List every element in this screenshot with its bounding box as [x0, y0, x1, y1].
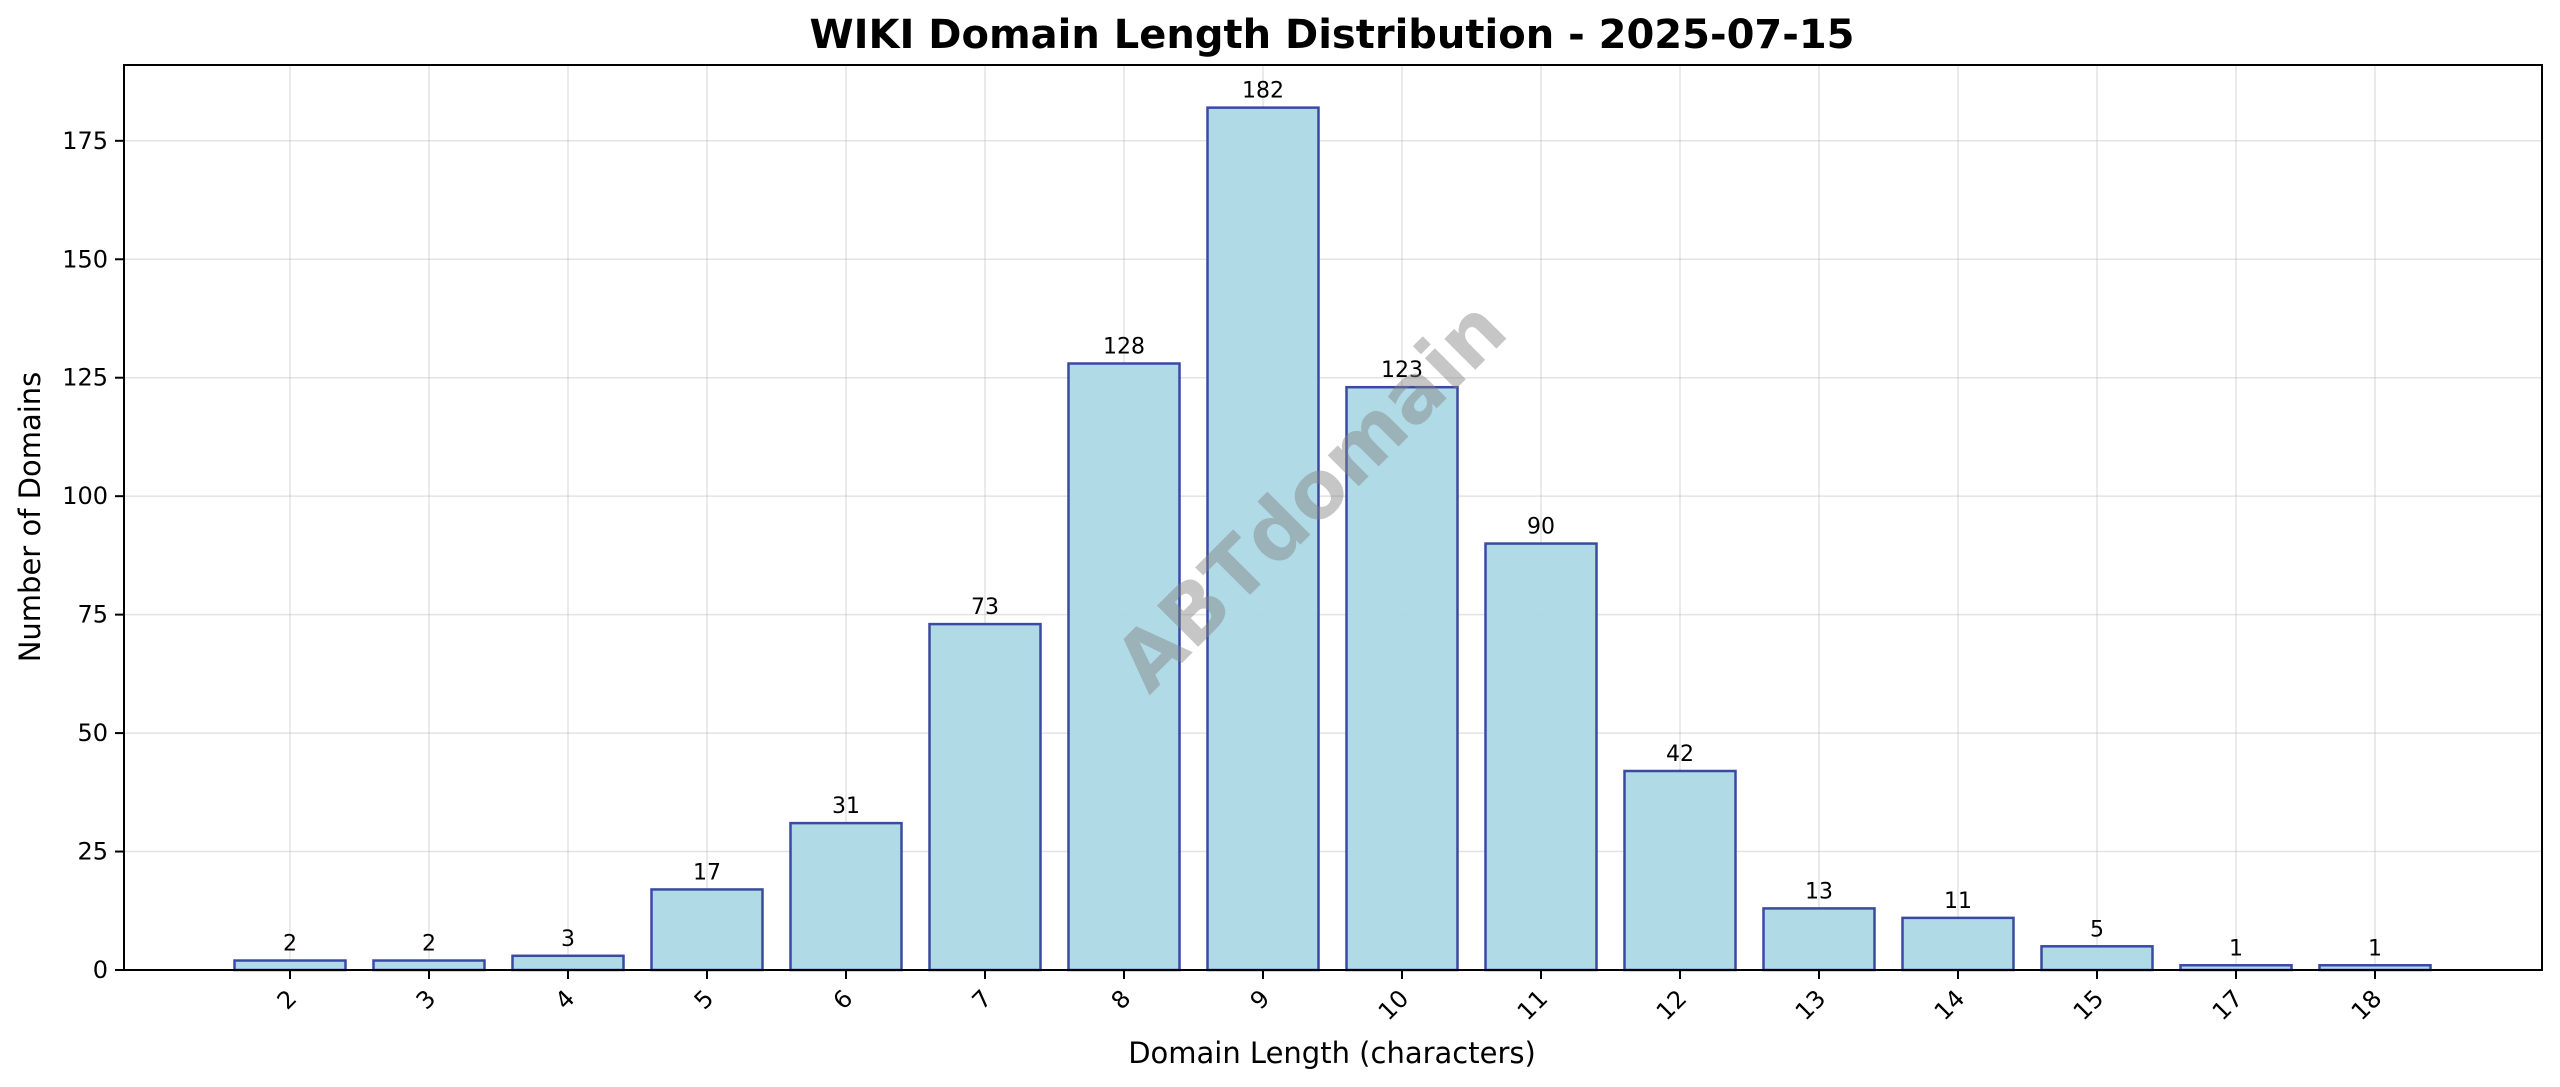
bar-length-4	[511, 954, 625, 972]
bar-value-label: 31	[832, 794, 860, 819]
y-axis-ticks: 0 25 50 75 100 125 150 175	[62, 127, 124, 984]
bar-value-label: 17	[693, 860, 721, 885]
bar-value-label: 2	[283, 932, 297, 957]
x-axis-ticks: 2 3 4 5 6 7 8 9 10 11 12 13 14 15 17 18	[272, 970, 2387, 1026]
bar-length-11	[1484, 542, 1598, 972]
bar-length-3	[372, 959, 486, 972]
bar-value-label: 1	[2229, 936, 2243, 961]
y-tick-label: 50	[77, 719, 108, 747]
x-tick-label: 3	[411, 984, 442, 1015]
bar-length-14	[1901, 916, 2015, 972]
x-tick-label: 15	[2068, 984, 2109, 1025]
bar-length-6	[789, 821, 903, 972]
bar-value-label: 73	[971, 595, 999, 620]
x-tick-label: 12	[1651, 984, 1692, 1025]
bar-length-15	[2040, 945, 2154, 972]
x-tick-label: 8	[1106, 984, 1137, 1015]
bar-length-8	[1067, 362, 1181, 972]
y-axis-label: Number of Domains	[13, 372, 47, 663]
bar-value-label: 2	[422, 932, 436, 957]
bar-value-label: 123	[1381, 358, 1423, 383]
bar-value-label: 11	[1944, 889, 1972, 914]
bar-value-label: 13	[1805, 879, 1833, 904]
x-tick-label: 5	[689, 984, 720, 1015]
x-tick-label: 14	[1929, 984, 1970, 1025]
x-tick-label: 11	[1512, 984, 1553, 1025]
bar-length-13	[1762, 907, 1876, 972]
y-tick-label: 25	[77, 838, 108, 866]
x-tick-label: 7	[967, 984, 998, 1015]
bar-value-label: 5	[2090, 917, 2104, 942]
bar-value-label: 182	[1242, 79, 1284, 104]
y-tick-label: 0	[93, 956, 108, 984]
x-tick-label: 2	[272, 984, 303, 1015]
y-tick-label: 150	[62, 245, 108, 273]
x-tick-label: 17	[2207, 984, 2248, 1025]
bar-length-5	[650, 888, 764, 972]
y-tick-label: 75	[77, 601, 108, 629]
x-tick-label: 4	[550, 984, 581, 1015]
bar-value-label: 1	[2368, 936, 2382, 961]
bar-length-7	[928, 622, 1042, 972]
y-tick-label: 100	[62, 482, 108, 510]
bar-value-label: 42	[1666, 742, 1694, 767]
bar-length-2	[233, 959, 347, 972]
bar-length-12	[1623, 769, 1737, 972]
y-tick-label: 125	[62, 364, 108, 392]
bar-value-label: 3	[561, 927, 575, 952]
bars	[233, 106, 2432, 972]
bar-length-9	[1206, 106, 1320, 972]
bar-length-10	[1345, 385, 1459, 972]
chart-title: WIKI Domain Length Distribution - 2025-0…	[809, 12, 1854, 58]
bar-value-label: 128	[1103, 335, 1145, 360]
x-tick-label: 9	[1245, 984, 1276, 1015]
x-tick-label: 13	[1790, 984, 1831, 1025]
y-tick-label: 175	[62, 127, 108, 155]
x-tick-label: 18	[2346, 984, 2387, 1025]
plot-frame	[123, 64, 2543, 971]
x-tick-label: 10	[1373, 984, 1414, 1025]
bar-value-label: 90	[1527, 515, 1555, 540]
x-axis-label: Domain Length (characters)	[1128, 1036, 1536, 1070]
x-tick-label: 6	[828, 984, 859, 1015]
